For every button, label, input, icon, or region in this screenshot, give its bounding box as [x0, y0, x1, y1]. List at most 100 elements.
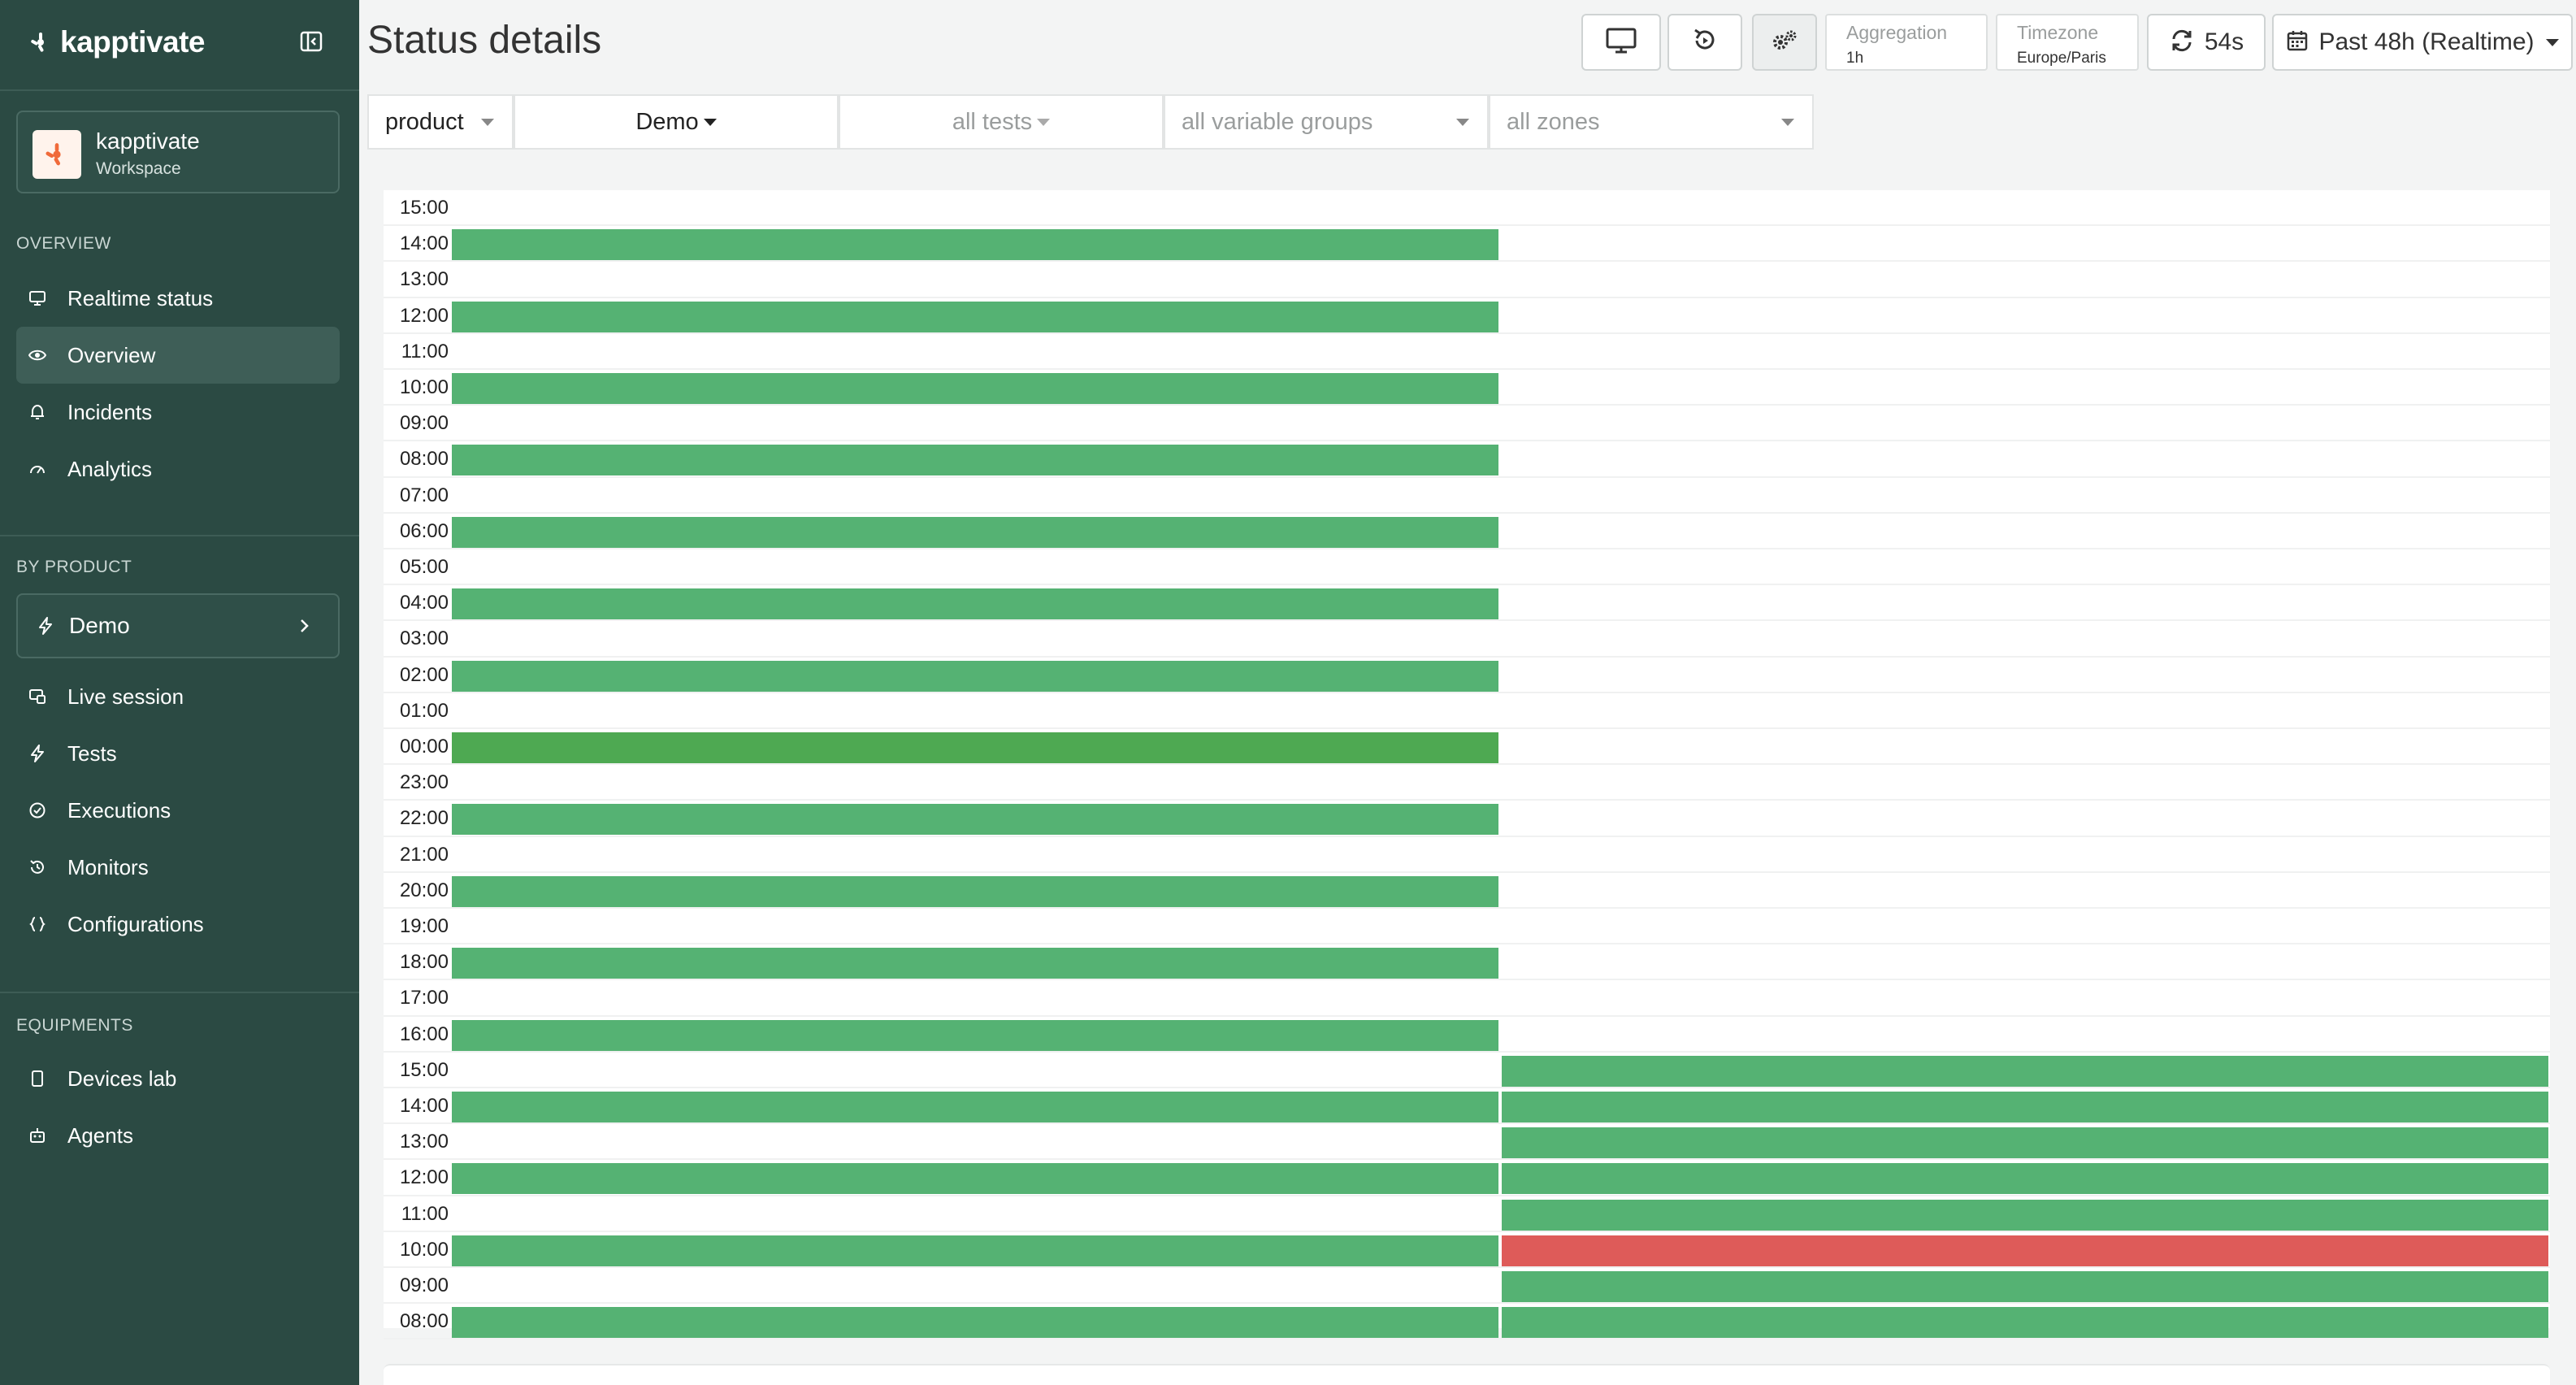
status-row: 22:00: [384, 801, 2550, 837]
status-cell-right-up[interactable]: [1502, 1092, 2548, 1122]
status-cell-left-up[interactable]: [452, 1092, 1498, 1122]
status-row: 10:00: [384, 370, 2550, 406]
status-cell-left-up[interactable]: [452, 445, 1498, 476]
status-cell-right-up[interactable]: [1502, 1199, 2548, 1231]
status-row: 21:00: [384, 837, 2550, 873]
sidebar-item-incidents[interactable]: Incidents: [16, 384, 340, 441]
bolt-icon: [36, 616, 55, 636]
caret-down-icon: [481, 118, 494, 126]
status-cell-left-up-strong[interactable]: [452, 732, 1498, 763]
status-row: 06:00: [384, 514, 2550, 549]
calendar-icon: [2286, 29, 2309, 56]
status-row: 02:00: [384, 658, 2550, 693]
caret-down-icon: [2545, 38, 2559, 46]
status-cell-right-up[interactable]: [1502, 1307, 2548, 1339]
tv-mode-button[interactable]: [1581, 14, 1661, 71]
status-cell-left-up[interactable]: [452, 804, 1498, 836]
sidebar-item-tests[interactable]: Tests: [16, 725, 340, 782]
history-icon: [28, 857, 47, 877]
status-cell-right-up[interactable]: [1502, 1055, 2548, 1087]
rotate-icon: [1690, 26, 1720, 59]
status-cell-left-up[interactable]: [452, 301, 1498, 332]
status-cell-right-up[interactable]: [1502, 1127, 2548, 1159]
status-cell-left-up[interactable]: [452, 1019, 1498, 1051]
status-row: 08:00: [384, 1304, 2550, 1340]
sidebar-item-analytics[interactable]: Analytics: [16, 441, 340, 497]
product-selector[interactable]: Demo: [16, 593, 340, 658]
status-row: 11:00: [384, 334, 2550, 370]
time-label: 08:00: [399, 448, 449, 471]
status-cell-left-up[interactable]: [452, 373, 1498, 404]
sidebar-item-executions[interactable]: Executions: [16, 782, 340, 839]
group-by-value: product: [385, 108, 464, 135]
zones-filter[interactable]: all zones: [1489, 94, 1814, 150]
time-label: 18:00: [399, 951, 449, 974]
variable-groups-filter[interactable]: all variable groups: [1164, 94, 1489, 150]
sidebar-item-agents[interactable]: Agents: [16, 1107, 340, 1164]
time-label: 01:00: [399, 699, 449, 722]
brand-logo[interactable]: kapptivate: [29, 24, 206, 60]
eye-icon: [28, 345, 47, 365]
time-label: 13:00: [399, 268, 449, 291]
product-filter[interactable]: Demo: [514, 94, 839, 150]
timezone-field[interactable]: Timezone Europe/Paris: [1996, 14, 2139, 71]
tests-filter[interactable]: all tests: [839, 94, 1164, 150]
sidebar-item-overview[interactable]: Overview: [16, 327, 340, 384]
status-cell-left-up[interactable]: [452, 1307, 1498, 1339]
sidebar-item-devices-lab[interactable]: Devices lab: [16, 1050, 340, 1107]
sidebar-item-live-session[interactable]: Live session: [16, 668, 340, 725]
sidebar-item-realtime-status[interactable]: Realtime status: [16, 270, 340, 327]
time-label: 03:00: [399, 627, 449, 650]
refresh-button[interactable]: 54s: [2147, 14, 2266, 71]
status-row: 05:00: [384, 549, 2550, 586]
timezone-label: Timezone: [2017, 22, 2099, 43]
status-cell-left-up[interactable]: [452, 588, 1498, 620]
status-cell-left-up[interactable]: [452, 875, 1498, 907]
collapse-sidebar-icon[interactable]: [297, 28, 325, 55]
time-label: 19:00: [399, 915, 449, 937]
status-row: 19:00: [384, 909, 2550, 945]
reset-view-button[interactable]: [1667, 14, 1742, 71]
product-selector-label: Demo: [69, 613, 130, 638]
sidebar-item-configurations[interactable]: Configurations: [16, 896, 340, 953]
time-label: 15:00: [399, 197, 449, 219]
time-label: 14:00: [399, 232, 449, 255]
status-cell-left-up[interactable]: [452, 660, 1498, 692]
sidebar-divider: [0, 89, 359, 91]
status-cell-left-up[interactable]: [452, 1163, 1498, 1195]
section-title-equipments: EQUIPMENTS: [16, 1016, 133, 1035]
status-row: 08:00: [384, 441, 2550, 478]
sidebar-item-label: Monitors: [67, 854, 149, 879]
sidebar-item-monitors[interactable]: Monitors: [16, 839, 340, 896]
time-label: 20:00: [399, 879, 449, 901]
braces-icon: [28, 914, 47, 934]
status-cell-left-up[interactable]: [452, 229, 1498, 261]
status-cell-right-up[interactable]: [1502, 1163, 2548, 1195]
phone-icon: [28, 1069, 47, 1088]
sidebar-divider: [0, 535, 359, 536]
workspace-switcher[interactable]: kapptivate Workspace: [16, 111, 340, 193]
status-cell-right-up[interactable]: [1502, 1271, 2548, 1302]
sidebar-item-label: Live session: [67, 684, 184, 709]
time-label: 08:00: [399, 1310, 449, 1333]
status-cell-left-up[interactable]: [452, 948, 1498, 979]
time-range-dropdown[interactable]: Past 48h (Realtime): [2272, 14, 2573, 71]
section-title-overview: OVERVIEW: [16, 234, 111, 253]
status-cell-right-down[interactable]: [1502, 1235, 2548, 1266]
time-label: 09:00: [399, 1274, 449, 1296]
status-cell-left-up[interactable]: [452, 1235, 1498, 1266]
settings-button[interactable]: [1752, 14, 1817, 71]
status-row: 09:00: [384, 406, 2550, 442]
time-label: 09:00: [399, 412, 449, 435]
aggregation-field[interactable]: Aggregation 1h: [1825, 14, 1988, 71]
status-row: 14:00: [384, 1088, 2550, 1125]
group-by-select[interactable]: product: [367, 94, 514, 150]
sidebar-item-label: Agents: [67, 1122, 133, 1148]
robot-icon: [28, 1126, 47, 1145]
section-title-by-product: BY PRODUCT: [16, 558, 132, 576]
status-cell-left-up[interactable]: [452, 516, 1498, 548]
variable-groups-filter-value: all variable groups: [1182, 108, 1373, 135]
time-label: 04:00: [399, 592, 449, 614]
status-grid: 15:00 14:00 13:00 12:00 11:00 10:00 09:00 08:00…: [384, 190, 2550, 1340]
status-row: 00:00: [384, 729, 2550, 766]
